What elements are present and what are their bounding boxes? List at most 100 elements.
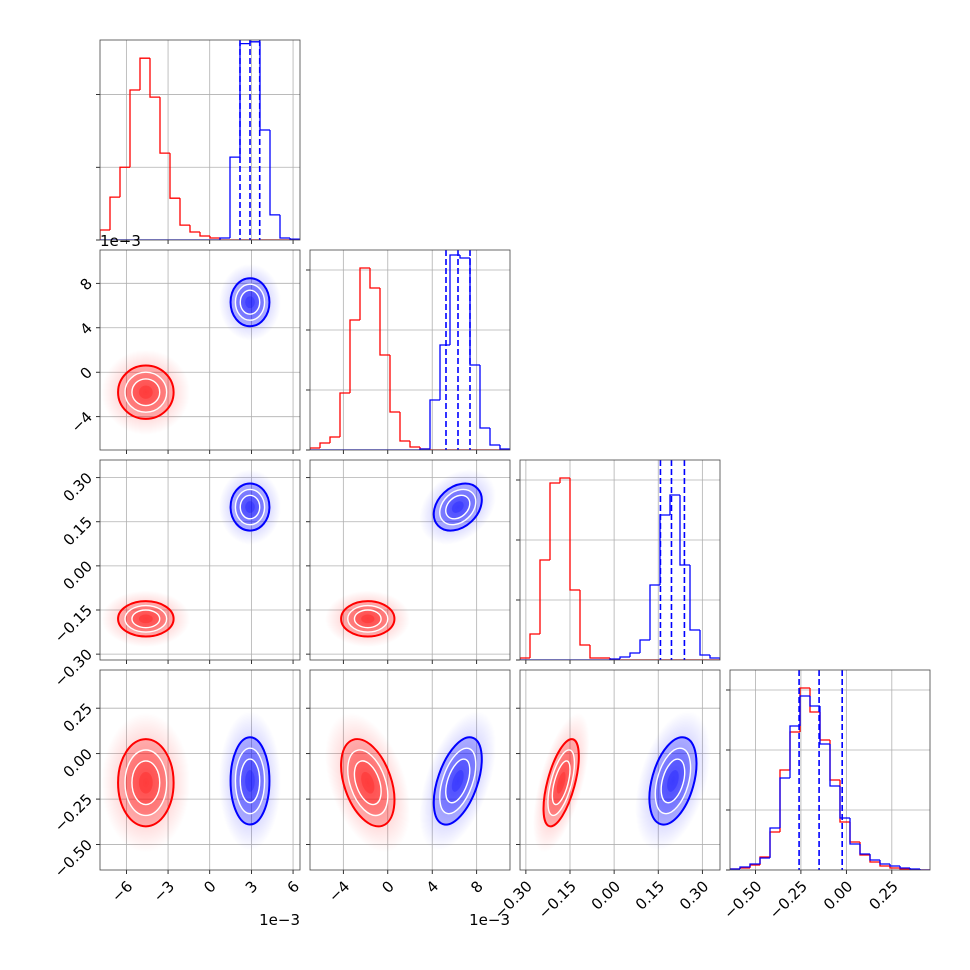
histogram-step (699, 630, 710, 656)
panel (730, 670, 930, 870)
x-tick-label: 3 (242, 877, 261, 896)
panel (520, 670, 720, 870)
histogram-step (459, 255, 470, 259)
histogram-step (109, 196, 120, 230)
histogram-step (259, 41, 270, 131)
panel (100, 40, 300, 240)
panel-frame (309, 459, 511, 661)
histogram-step (349, 319, 360, 393)
contour (239, 758, 261, 804)
histogram-step (829, 744, 840, 787)
contour (432, 736, 483, 826)
x-tick-label: −4 (325, 877, 353, 905)
contour (547, 749, 576, 817)
histogram-step (319, 442, 330, 448)
contour (131, 609, 161, 629)
contour (556, 771, 566, 794)
histogram-step (739, 866, 750, 869)
histogram-step (679, 495, 690, 566)
histogram-step (439, 344, 450, 400)
histogram-step (589, 645, 600, 659)
histogram-step (799, 695, 810, 726)
contour (451, 501, 464, 513)
contour (439, 488, 477, 526)
y-tick-label: −0.25 (51, 790, 96, 835)
histogram-step (859, 844, 870, 855)
contour (353, 609, 382, 629)
sample-cloud (218, 711, 282, 851)
x-tick-label: −0.15 (535, 877, 580, 922)
histogram-step (749, 864, 760, 868)
histogram-step (859, 842, 870, 856)
contour (660, 758, 686, 804)
sample-cloud (325, 590, 411, 648)
histogram-step (159, 97, 170, 154)
histogram-step (149, 58, 160, 98)
x-tick-label: 0.25 (865, 877, 901, 913)
histogram-step (869, 854, 880, 861)
histogram-step (369, 268, 380, 289)
x-tick-label: 0 (200, 877, 219, 896)
contour (131, 760, 161, 806)
sample-cloud (532, 712, 590, 853)
histogram-step (569, 478, 580, 591)
y-tick-label: −0.15 (51, 601, 96, 646)
histogram-step (279, 214, 290, 239)
sample-cloud (218, 263, 282, 341)
contour (439, 747, 477, 815)
panel (100, 250, 300, 450)
histogram-step (129, 89, 140, 168)
x-tick-label: −0.50 (720, 877, 765, 922)
histogram-step (669, 494, 680, 515)
contour (648, 736, 698, 826)
histogram-step (359, 267, 370, 320)
histogram-step (409, 441, 420, 448)
x-tick-label: 0.00 (588, 877, 624, 913)
contour (245, 770, 255, 792)
histogram-step (310, 447, 320, 450)
histogram-step (899, 866, 910, 869)
histogram-step (139, 57, 150, 90)
histogram-step (909, 868, 920, 870)
panel (310, 250, 510, 450)
histogram-step (579, 590, 590, 646)
panel-frame (309, 669, 511, 871)
y-tick-label: 0.00 (60, 557, 96, 593)
x-tick-label: 4 (423, 877, 442, 896)
contour (347, 749, 389, 817)
y-tick-label: 0.25 (60, 699, 96, 735)
histogram-step (379, 288, 390, 356)
histogram-step (689, 565, 700, 631)
contour (361, 614, 375, 624)
contour (542, 738, 580, 828)
contour (340, 738, 396, 828)
histogram-step (100, 229, 110, 240)
x-tick-label: 0.00 (820, 877, 856, 913)
contour (229, 736, 271, 826)
histogram-step (389, 355, 400, 413)
sample-cloud (325, 712, 411, 853)
histogram-step (269, 130, 280, 216)
histogram-step (339, 392, 350, 437)
y-tick-label: 0.00 (60, 745, 96, 781)
histogram-step (819, 706, 830, 745)
contour (245, 501, 255, 513)
panel-frame (519, 459, 721, 661)
panel-frame (99, 249, 301, 451)
contour (361, 771, 375, 794)
y-offset-label: 1e−3 (100, 232, 141, 250)
contour (234, 747, 266, 815)
histogram-step (169, 153, 180, 199)
histogram-step (399, 412, 410, 442)
contour (353, 760, 382, 806)
histogram-step (209, 236, 220, 239)
panel (310, 460, 510, 660)
contour (551, 760, 571, 806)
panel-frame (99, 39, 301, 241)
contour (245, 296, 255, 309)
x-tick-label: −6 (108, 877, 136, 905)
contour (432, 482, 483, 532)
panel (100, 460, 300, 660)
histogram-step (809, 696, 820, 707)
histogram-step (179, 198, 190, 226)
